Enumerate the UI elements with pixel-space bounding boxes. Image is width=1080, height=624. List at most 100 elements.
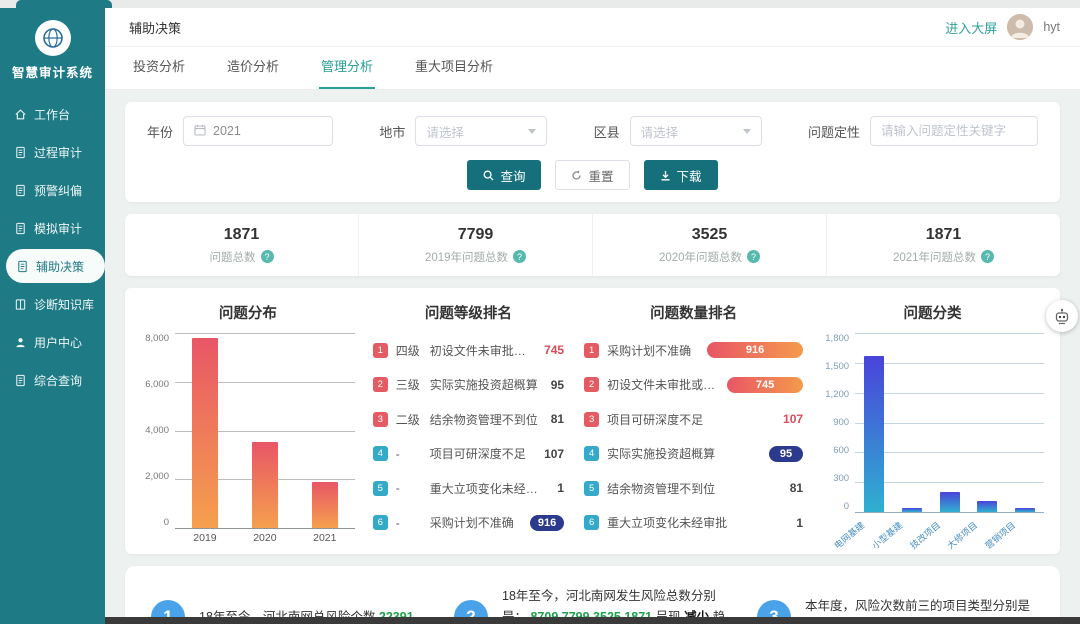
document-icon — [16, 260, 29, 273]
rank-badge: 2 — [584, 377, 600, 393]
rank-name: 结余物资管理不到位 — [429, 412, 538, 427]
x-axis: 电网基建 小型基建 技改项目 大修项目 营销项目 — [832, 514, 1044, 551]
rank-name: 实际实施投资超概算 — [429, 378, 538, 393]
y-tick-label: 0 — [843, 501, 850, 512]
x-tick-label: 2019 — [193, 532, 217, 544]
city-filter-group: 地市 请选择 — [379, 116, 548, 146]
sidebar-item-预警纠偏[interactable]: 预警纠偏 — [0, 173, 105, 207]
app-logo-icon — [34, 20, 71, 56]
username: hyt — [1043, 20, 1060, 34]
sidebar-item-模拟审计[interactable]: 模拟审计 — [0, 211, 105, 245]
query-button[interactable]: 查询 — [467, 160, 542, 190]
plot-area — [855, 333, 1044, 513]
stat-value: 7799 — [457, 225, 494, 243]
tab-重大项目分析[interactable]: 重大项目分析 — [415, 59, 494, 74]
rank-value: 107 — [544, 446, 565, 461]
stat-label: 2019年问题总数 — [424, 251, 509, 264]
info-icon[interactable]: ? — [260, 250, 274, 263]
bar-大修项目 — [977, 501, 998, 512]
rank-value: 916 — [707, 342, 804, 358]
rank-value: 916 — [530, 514, 565, 531]
info-icon[interactable]: ? — [981, 250, 995, 263]
topbar: 辅助决策 进入大屏 hyt — [105, 8, 1080, 47]
calendar-icon — [194, 124, 206, 139]
info-icon[interactable]: ? — [747, 250, 761, 263]
rank-row: 3 二级 结余物资管理不到位 81 — [372, 404, 564, 434]
bar-技改项目 — [939, 491, 960, 512]
chart-title: 问题数量排名 — [650, 306, 738, 322]
enter-big-screen-link[interactable]: 进入大屏 — [945, 20, 998, 36]
tab-投资分析[interactable]: 投资分析 — [133, 59, 186, 74]
assistant-robot-button[interactable] — [1046, 300, 1078, 332]
rank-value: 1 — [796, 515, 804, 530]
sidebar-item-综合查询[interactable]: 综合查询 — [0, 363, 105, 397]
stats-card: 1871 问题总数? 7799 2019年问题总数? 3525 2020年问题总数? 187… — [125, 214, 1060, 276]
y-tick-label: 4,000 — [145, 425, 169, 436]
rank-name: 初设文件未审批或超权限审批 — [429, 343, 537, 358]
stat-label-row: 2021年问题总数? — [892, 249, 995, 265]
avatar[interactable] — [1007, 14, 1034, 40]
chart-title: 问题分布 — [218, 306, 277, 322]
sidebar-item-label: 用户中心 — [34, 335, 83, 350]
county-filter-group: 区县 请选择 — [594, 116, 762, 146]
tab-管理分析[interactable]: 管理分析 — [319, 56, 376, 89]
stat-label: 2021年问题总数 — [892, 251, 977, 264]
gridline — [175, 528, 355, 529]
sidebar-item-label: 过程审计 — [34, 145, 83, 160]
rank-name: 结余物资管理不到位 — [607, 481, 716, 496]
gridline — [175, 430, 355, 432]
rank-level: - — [395, 481, 400, 496]
rank-badge: 3 — [372, 411, 388, 427]
sidebar-item-label: 模拟审计 — [34, 221, 83, 236]
rank-rows: 1 采购计划不准确 916 2 初设文件未审批或超权限审批 745 3 项目可研深度不足 107… — [582, 333, 805, 544]
rank-level: - — [395, 515, 400, 530]
download-icon — [660, 170, 671, 181]
bar-slot — [1006, 333, 1044, 512]
issue-keyword-input[interactable] — [870, 116, 1038, 146]
sidebar-item-诊断知识库[interactable]: 诊断知识库 — [0, 287, 105, 321]
rank-value: 107 — [783, 412, 804, 427]
rank-value: 745 — [544, 343, 565, 357]
bar-chart: 1,800 1,500 1,200 900 600 300 0 — [821, 333, 1044, 513]
refresh-icon — [571, 170, 582, 181]
sidebar-item-工作台[interactable]: 工作台 — [0, 97, 105, 131]
stat-value: 3525 — [691, 225, 728, 243]
rank-level: - — [395, 446, 400, 461]
gridline — [855, 362, 1044, 364]
download-button[interactable]: 下载 — [643, 160, 718, 190]
bar-slot — [175, 333, 235, 528]
county-placeholder: 请选择 — [640, 125, 679, 140]
y-tick-label: 300 — [833, 473, 850, 484]
y-tick-label: 1,200 — [825, 389, 850, 400]
stat-label-row: 2019年问题总数? — [424, 249, 527, 265]
sidebar-item-用户中心[interactable]: 用户中心 — [0, 325, 105, 359]
y-tick-label: 8,000 — [145, 333, 169, 344]
download-button-label: 下载 — [676, 169, 702, 184]
sidebar: 智慧审计系统 工作台 过程审计 预警纠偏 模拟审计 辅助决策 诊断知识库 用户中心 综合查询 — [0, 8, 105, 624]
filter-buttons: 查询 重置 下载 — [147, 160, 1038, 190]
gridline — [855, 392, 1044, 394]
sidebar-item-过程审计[interactable]: 过程审计 — [0, 135, 105, 169]
year-input[interactable]: 2021 — [183, 116, 334, 146]
home-icon — [14, 108, 27, 121]
document-icon — [14, 184, 27, 197]
info-icon[interactable]: ? — [513, 250, 527, 263]
sidebar-item-label: 综合查询 — [34, 373, 83, 388]
search-icon — [483, 170, 494, 181]
city-select[interactable]: 请选择 — [415, 116, 548, 146]
reset-button-label: 重置 — [588, 169, 614, 184]
gridline — [855, 482, 1044, 484]
rank-row: 2 初设文件未审批或超权限审批 745 — [584, 370, 804, 400]
bar-slot — [235, 333, 295, 528]
sidebar-item-辅助决策[interactable]: 辅助决策 — [6, 249, 105, 283]
rank-row: 6- 采购计划不准确 916 — [372, 508, 565, 538]
stat-cell: 1871 问题总数? — [125, 214, 359, 276]
county-select[interactable]: 请选择 — [629, 116, 762, 146]
stat-label: 问题总数 — [209, 251, 256, 264]
reset-button[interactable]: 重置 — [555, 160, 630, 190]
bar-2020 — [251, 442, 278, 528]
tab-造价分析[interactable]: 造价分析 — [227, 59, 280, 74]
y-tick-label: 900 — [833, 417, 850, 428]
bar-2019 — [191, 337, 218, 528]
